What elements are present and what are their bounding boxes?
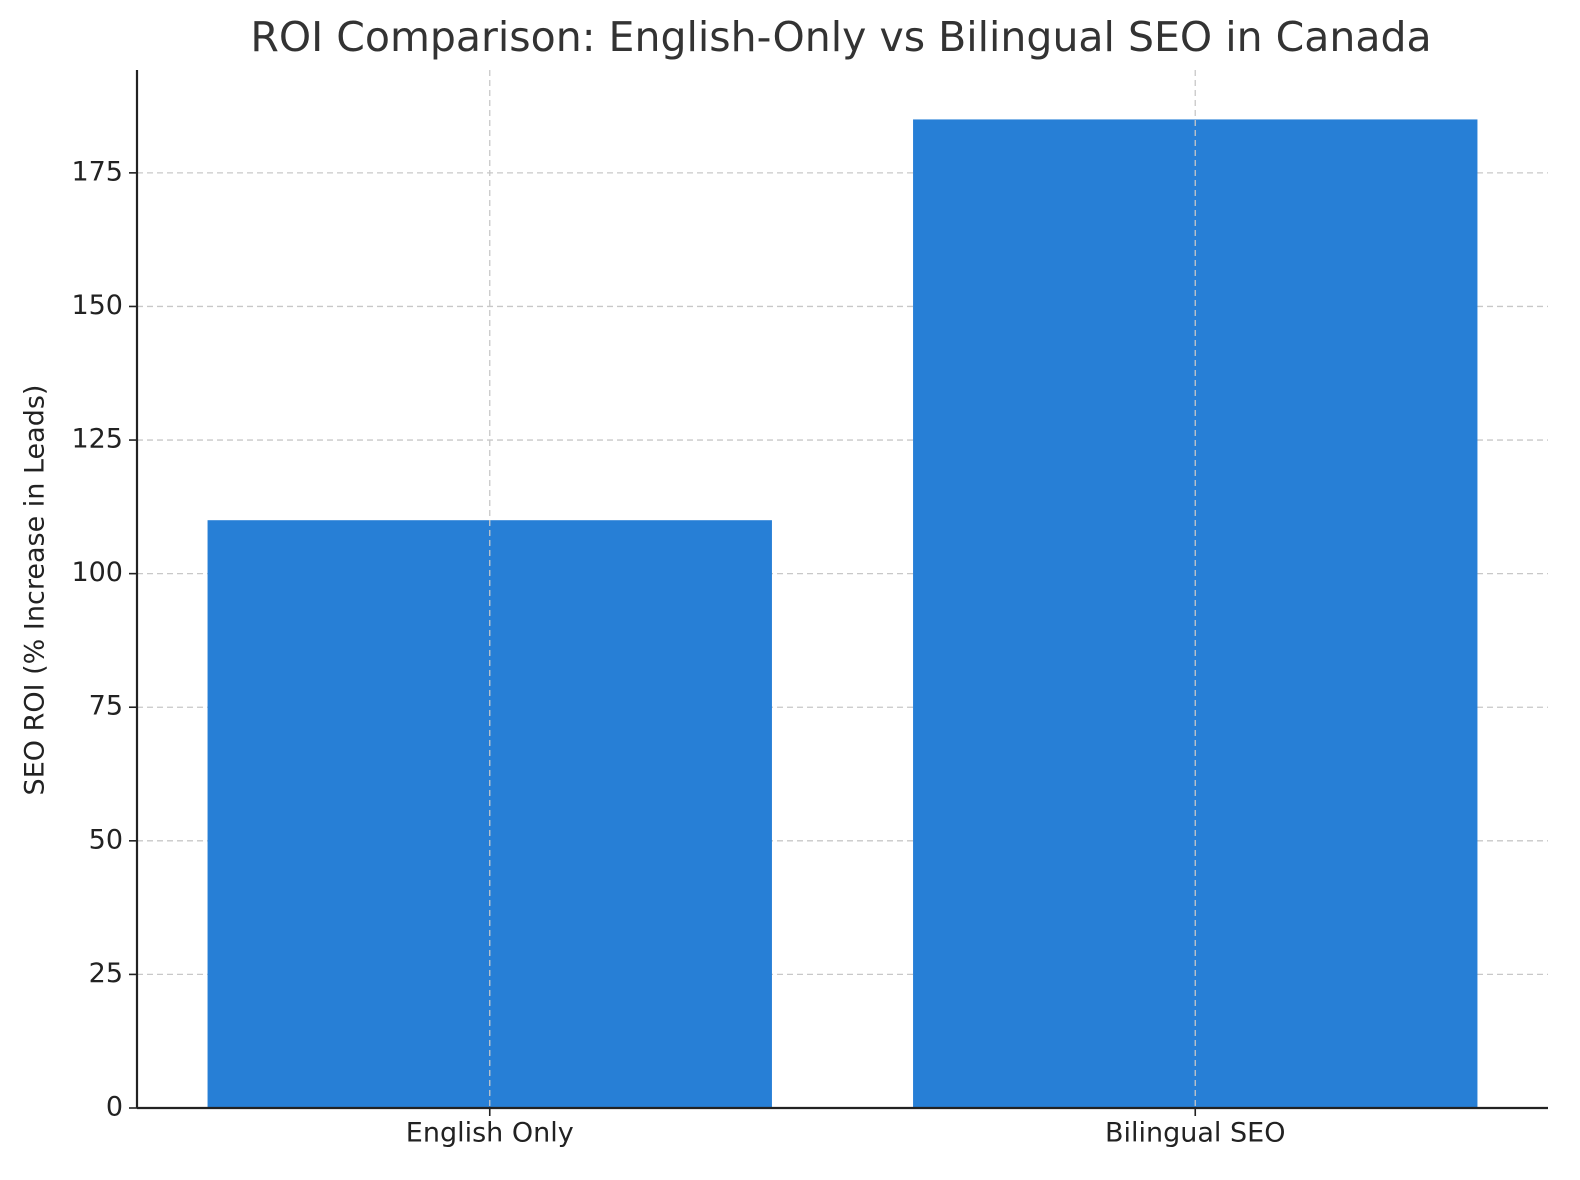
overlay-layer: 0 25 50 75 100 125 150 175 English Only Bilingual… [71, 70, 1548, 1149]
y-tick-label: 25 [89, 958, 123, 989]
bar-layer [207, 119, 1478, 1108]
y-axis-label: SEO ROI (% Increase in Leads) [20, 385, 51, 796]
y-tick-label: 50 [89, 824, 123, 855]
y-tick-label: 75 [89, 691, 123, 722]
y-tick-label: 175 [71, 156, 123, 187]
y-tick-label: 0 [106, 1092, 123, 1123]
y-tick-label: 100 [71, 557, 123, 588]
x-tick-label: Bilingual SEO [1105, 1118, 1285, 1149]
y-tick-label: 125 [71, 424, 123, 455]
chart-title: ROI Comparison: English-Only vs Bilingua… [250, 13, 1431, 61]
x-tick-label: English Only [406, 1118, 574, 1149]
y-tick-label: 150 [71, 290, 123, 321]
